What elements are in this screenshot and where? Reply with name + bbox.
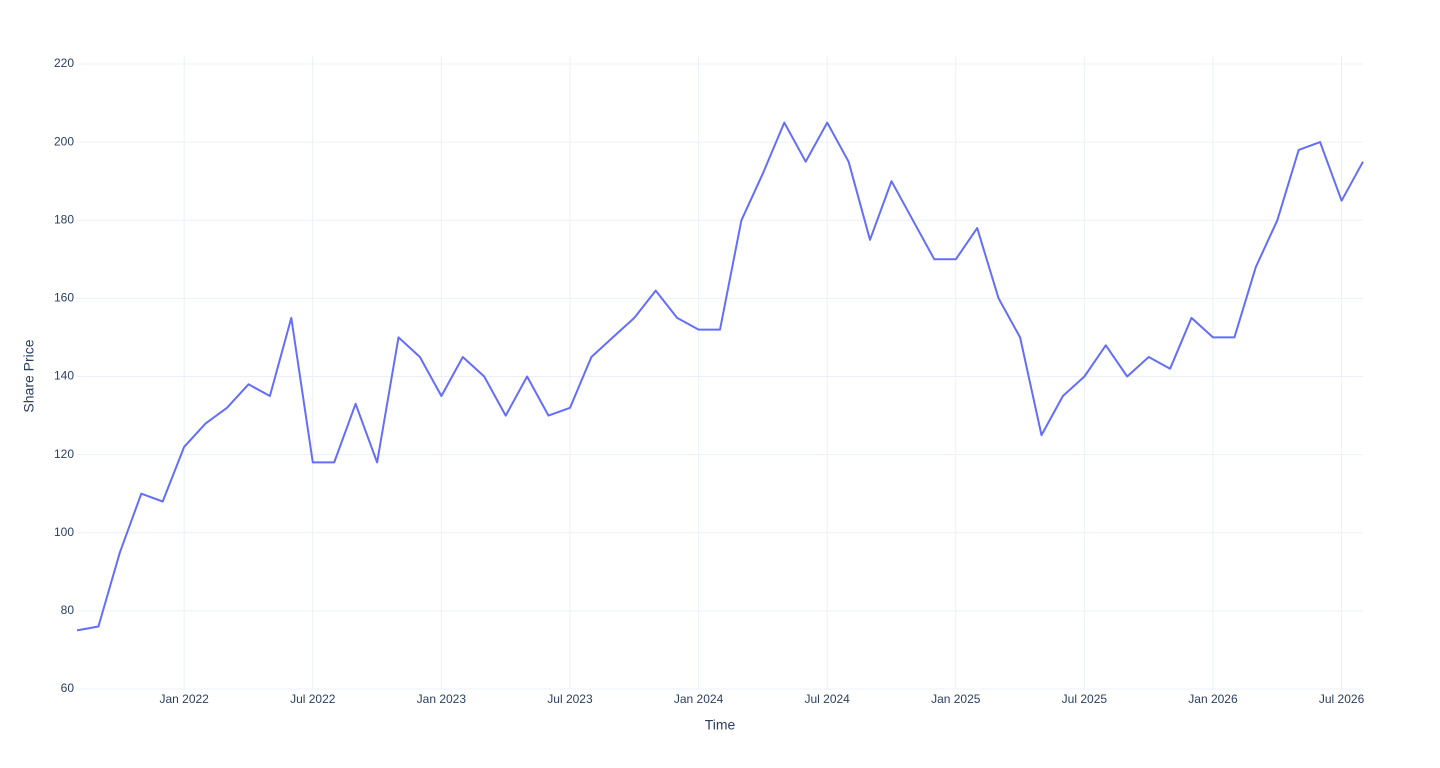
x-tick-label: Jan 2026 (1188, 692, 1238, 706)
y-tick-label: 160 (54, 291, 74, 305)
x-tick-label: Jul 2022 (290, 692, 336, 706)
x-tick-label: Jul 2023 (547, 692, 593, 706)
y-tick-label: 120 (54, 447, 74, 461)
y-tick-label: 180 (54, 212, 74, 226)
y-axis-title: Share Price (21, 339, 37, 412)
y-tick-label: 200 (54, 134, 74, 148)
y-tick-label: 60 (61, 681, 75, 695)
x-tick-label: Jan 2022 (159, 692, 209, 706)
x-tick-label: Jul 2024 (804, 692, 850, 706)
y-tick-label: 80 (61, 603, 75, 617)
x-tick-label: Jul 2025 (1062, 692, 1108, 706)
line-series (76, 121, 1364, 632)
y-tick-label: 100 (54, 525, 74, 539)
y-tick-label: 220 (54, 56, 74, 70)
x-tick-label: Jan 2023 (417, 692, 467, 706)
y-tick-label: 140 (54, 369, 74, 383)
x-tick-label: Jan 2024 (674, 692, 724, 706)
x-tick-label: Jul 2026 (1319, 692, 1365, 706)
x-axis-title: Time (705, 717, 736, 733)
x-tick-label: Jan 2025 (931, 692, 981, 706)
